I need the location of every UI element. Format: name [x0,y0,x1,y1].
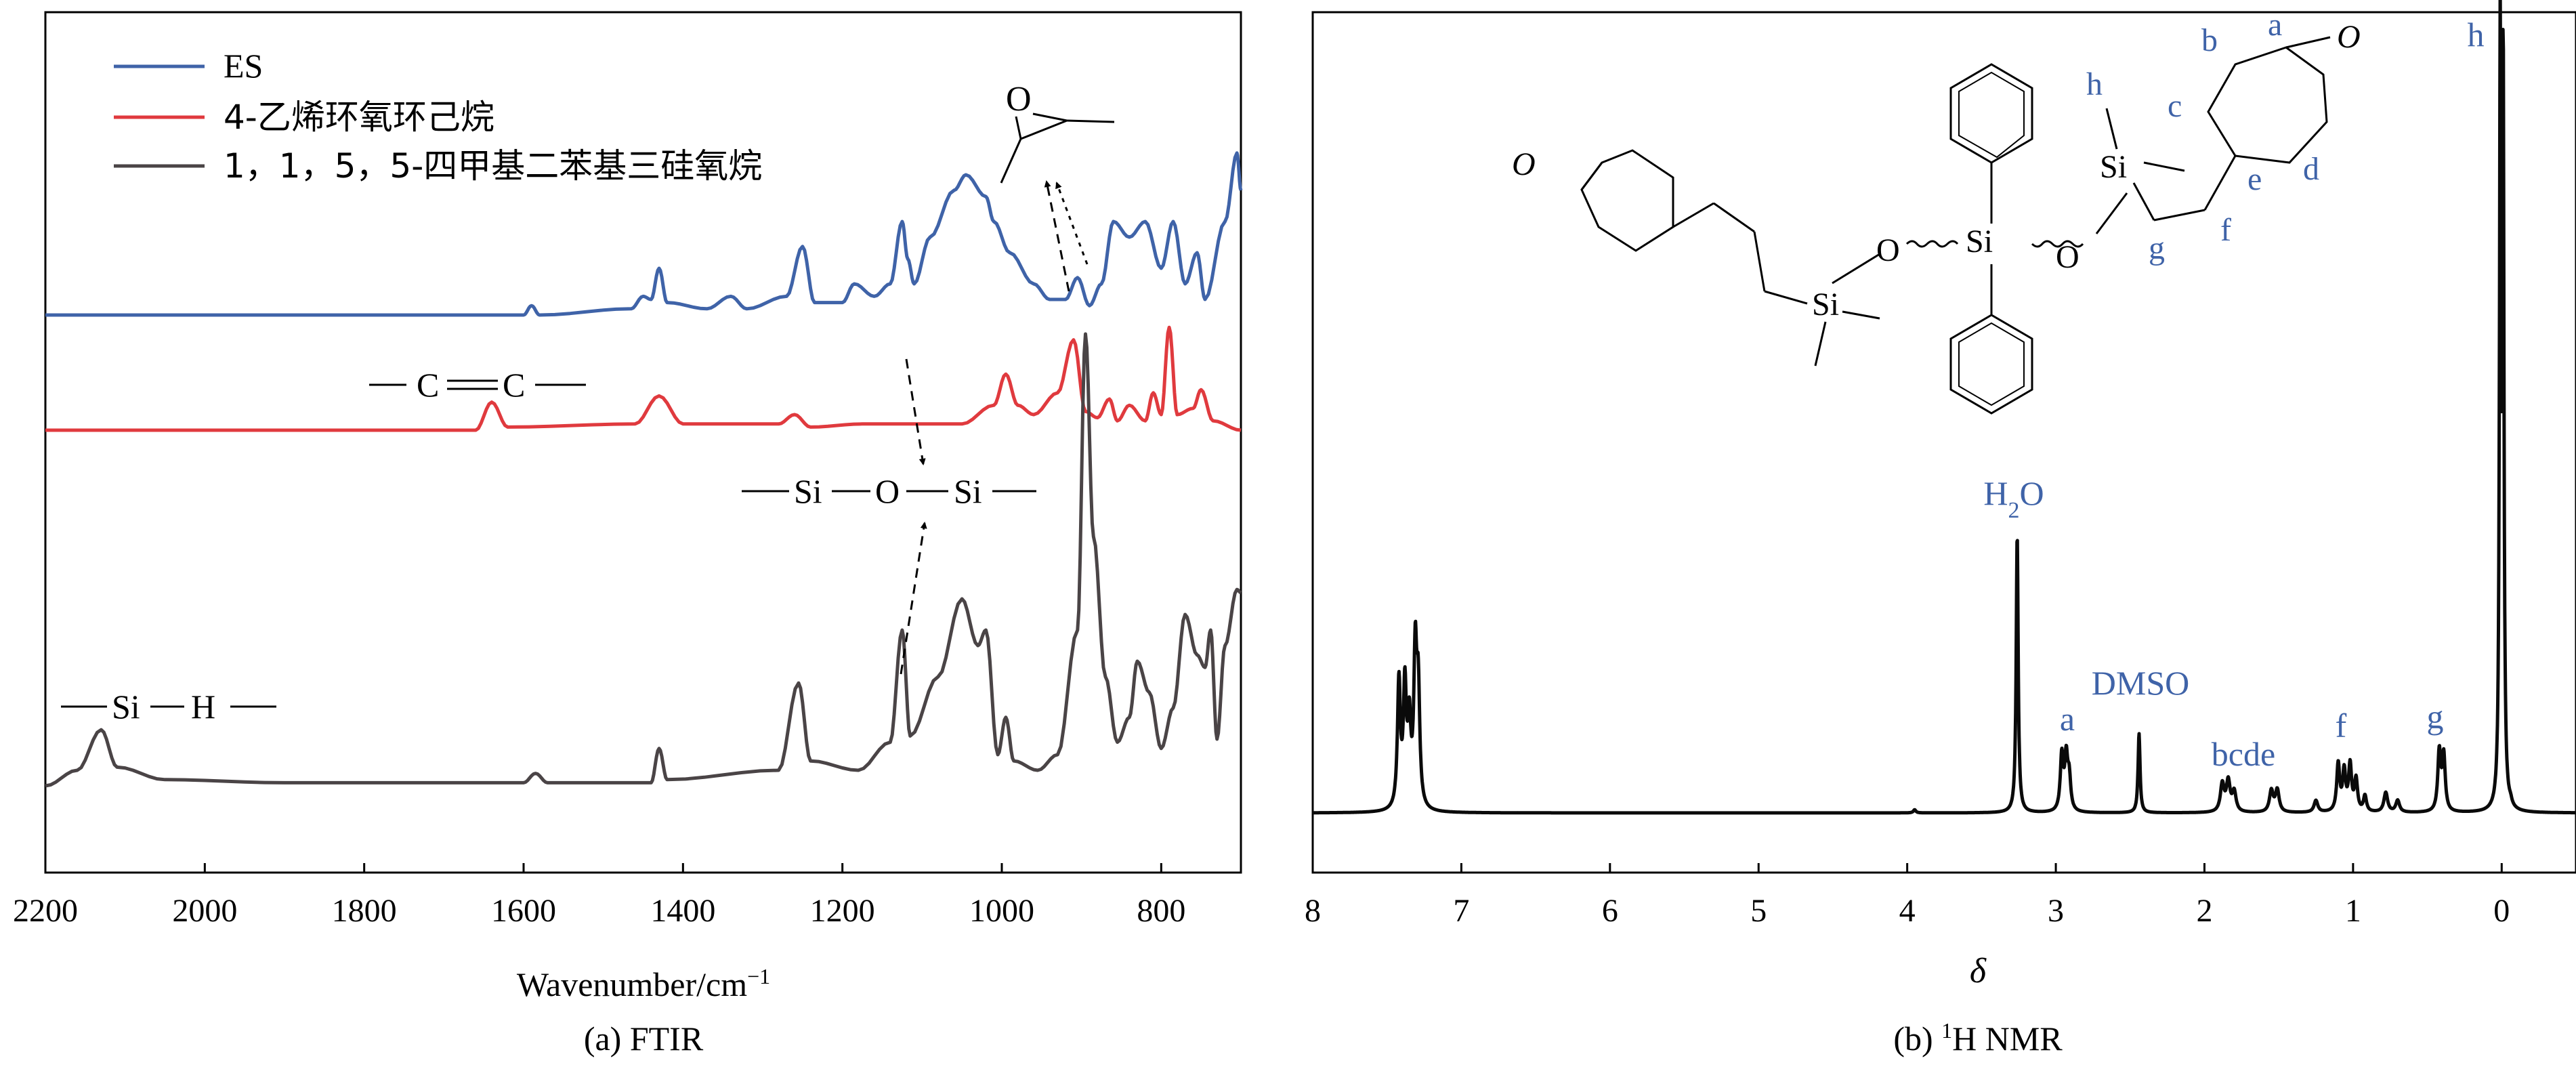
struct-o-left: O [1512,146,1536,182]
nmr-label-h: h [2468,16,2485,54]
ftir-xtick-label: 1600 [491,893,556,929]
arrow-siosi-from-siloxane [900,522,927,675]
struct-o2: O [2056,239,2079,275]
ftir-panel: 2200 2000 1800 1600 1400 1200 1000 800 ES 4-乙烯环… [13,11,1243,1058]
nmr-xtick-label: 4 [1899,893,1916,929]
siosi-o: O [875,472,900,510]
nmr-label-h2o: H2O [1983,474,2044,523]
nmr-label-dmso: DMSO [2092,664,2189,702]
struct-g: g [2149,230,2165,266]
struct-si-left: Si [1812,287,1839,322]
struct-si-right: Si [2100,149,2127,185]
arrow-siosi-from-es [905,358,926,465]
ftir-series-line-0 [45,151,1243,317]
struct-e: e [2247,161,2262,197]
ftir-arrows [900,180,1089,675]
nmr-xlabel: δ [1970,952,1987,990]
nmr-label-g: g [2427,698,2444,736]
nmr-xtick-label: 5 [1750,893,1767,929]
ftir-xtick-label: 1800 [332,893,397,929]
epoxide-o: O [1006,80,1032,119]
ftir-legend: ES 4-乙烯环氧环己烷 1，1，5，5-四甲基二苯基三硅氧烷 [114,47,762,186]
struct-c: c [2168,88,2182,124]
struct-a: a [2268,7,2282,43]
ftir-xtick-label: 1200 [810,893,875,929]
sih-si: Si [112,688,140,726]
nmr-caption: (b) 1H NMR [1893,1018,2063,1058]
siosi-si2: Si [954,472,982,510]
ftir-xtick-label: 2000 [172,893,237,929]
sih-h: H [191,688,215,726]
epoxide-structure: O [1000,80,1115,184]
group-label-cc: C C [369,366,586,404]
nmr-structure-labels: O O Si O Si O Si h a b c d e f g [1512,7,2361,322]
struct-f: f [2220,212,2231,248]
legend-label-es: ES [224,47,263,85]
ftir-series-line-1 [45,325,1242,432]
nmr-xtick-label: 6 [1602,893,1618,929]
ftir-xlabel: Wavenumber/cm−1 [517,964,770,1003]
ftir-xtick-label: 1400 [650,893,715,929]
cc-c2: C [503,366,525,404]
ftir-series-group [45,151,1243,788]
legend-label-vinyl: 4-乙烯环氧环己烷 [224,98,494,137]
legend-label-siloxane: 1，1，5，5-四甲基二苯基三硅氧烷 [224,146,762,186]
siosi-si1: Si [794,472,822,510]
struct-o-right: O [2337,19,2361,55]
nmr-xtick-label: 7 [1453,893,1469,929]
nmr-label-a: a [2060,700,2075,738]
nmr-xtick-label: 3 [2048,893,2064,929]
ftir-xtick-label: 800 [1137,893,1185,929]
struct-b: b [2201,22,2218,58]
ftir-plot-frame [44,11,1242,874]
group-label-siosi: Si O Si [742,472,1036,510]
nmr-peak-labels: H2O DMSO a bcde f g h [1983,16,2484,773]
struct-o1: O [1876,232,1900,268]
ftir-xtick-label: 1000 [969,893,1034,929]
nmr-x-axis: 8 7 6 5 4 3 2 1 0 [1305,863,2510,929]
nmr-label-bcde: bcde [2212,735,2275,773]
nmr-spectrum-line [1311,0,2576,815]
group-label-sih: Si H [61,688,276,726]
nmr-structure [1580,36,2331,415]
nmr-xtick-label: 8 [1305,893,1321,929]
nmr-xtick-label: 2 [2196,893,2212,929]
ftir-caption: (a) FTIR [584,1020,704,1058]
nmr-xtick-label: 0 [2493,893,2510,929]
nmr-plot-frame [1311,11,2576,874]
arrow-epoxide-from-es [1044,180,1070,292]
ftir-x-axis: 2200 2000 1800 1600 1400 1200 1000 800 [13,863,1185,929]
cc-c1: C [417,366,439,404]
ftir-xtick-label: 2200 [13,893,78,929]
nmr-label-f: f [2336,707,2347,745]
nmr-spectrum-group [1311,0,2576,815]
struct-si-mid: Si [1966,224,1993,259]
struct-d: d [2303,151,2319,187]
nmr-xtick-label: 1 [2345,893,2361,929]
ftir-series-line-2 [45,332,1242,788]
struct-h: h [2086,66,2103,102]
